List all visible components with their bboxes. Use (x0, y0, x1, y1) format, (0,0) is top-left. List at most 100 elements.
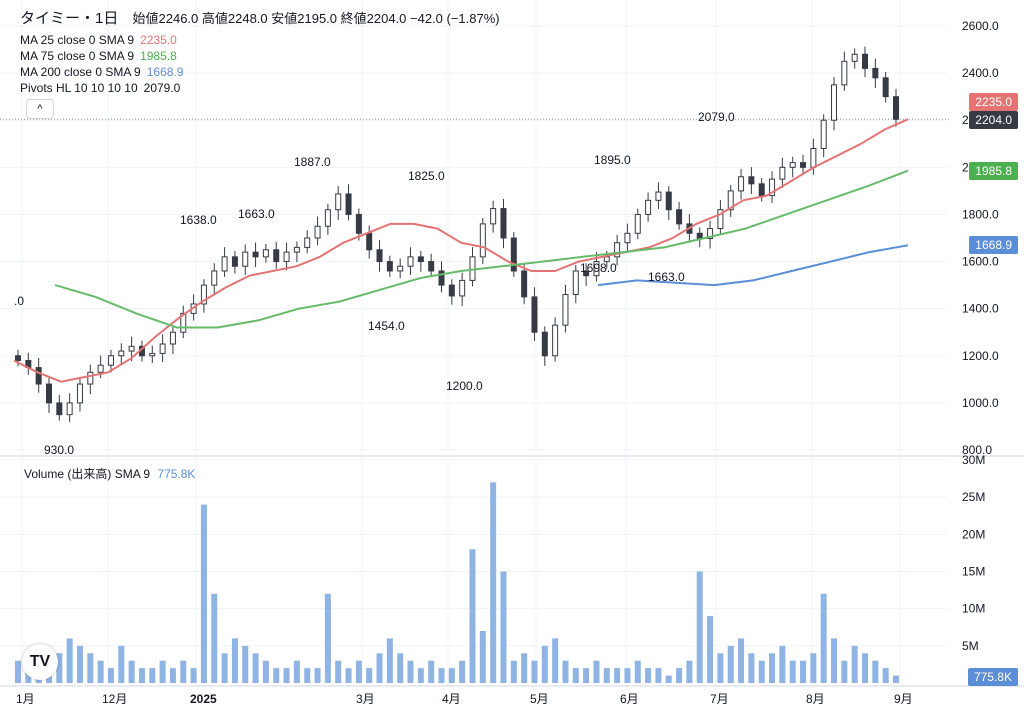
legend-pivots-label: Pivots HL 10 10 10 10 (20, 81, 138, 95)
candle-up (490, 208, 497, 225)
candle-up (283, 251, 290, 263)
pivot-label: 1663.0 (238, 207, 275, 221)
volume-bar (469, 549, 476, 683)
volume-legend: Volume (出来高) SMA 9 775.8K (24, 465, 195, 482)
time-axis-label: 2025 (190, 692, 217, 706)
volume-bar (676, 668, 683, 683)
volume-bar (893, 675, 899, 683)
volume-bar (862, 653, 869, 683)
candle-down (15, 355, 21, 361)
price-tick-label: 1200.0 (962, 349, 999, 363)
volume-bar (583, 668, 590, 683)
volume-bar (748, 653, 755, 683)
price-tick-label: 2600.0 (962, 19, 999, 33)
candle-up (324, 209, 331, 227)
candle-down (521, 270, 528, 298)
volume-bar (851, 645, 858, 683)
legend-ma25-value: 2235.0 (140, 33, 177, 47)
volume-bar (531, 660, 538, 683)
volume-bar (15, 660, 21, 683)
candle-up (841, 60, 848, 86)
volume-bar (645, 668, 652, 683)
candle-up (738, 176, 745, 192)
volume-bar (169, 668, 176, 683)
volume-bar (138, 668, 145, 683)
legend-ma25-label: MA 25 close 0 SMA 9 (20, 33, 135, 47)
candle-up (459, 279, 466, 297)
candle-up (118, 350, 125, 357)
volume-bar (614, 668, 621, 683)
volume-bar (293, 660, 300, 683)
volume-bar (490, 482, 497, 683)
pivot-label: 1200.0 (446, 379, 483, 393)
candle-up (149, 352, 156, 357)
volume-bar (882, 668, 889, 683)
candle-down (882, 77, 889, 98)
ma25-line (13, 118, 909, 383)
collapse-legend-button[interactable]: ^ (26, 99, 54, 119)
pivot-label: 2079.0 (698, 110, 735, 124)
candle-up (128, 345, 135, 352)
volume-badge: 775.8K (967, 668, 1018, 686)
candle-down (231, 256, 238, 267)
volume-bar (200, 504, 207, 683)
volume-bar (707, 616, 714, 683)
candle-up (645, 199, 652, 215)
volume-tick-label: 20M (962, 527, 985, 541)
candle-down (35, 367, 42, 385)
pivot-label: 1825.0 (408, 169, 445, 183)
volume-bar (107, 668, 114, 683)
candle-up (407, 256, 414, 267)
volume-bar (407, 660, 414, 683)
volume-bar (180, 660, 187, 683)
tradingview-logo-icon[interactable]: TV (22, 644, 58, 680)
volume-bar (572, 668, 579, 683)
legend-ma75[interactable]: MA 75 close 0 SMA 9 1985.8 (20, 48, 500, 64)
volume-bar (758, 660, 765, 683)
candle-up (707, 228, 714, 239)
candle-down (56, 402, 63, 416)
legend-ma25[interactable]: MA 25 close 0 SMA 9 2235.0 (20, 32, 500, 48)
volume-tick-label: 10M (962, 602, 985, 616)
volume-bar (128, 660, 135, 683)
candle-up (87, 371, 94, 385)
volume-bar (231, 638, 238, 683)
volume-bar (428, 660, 435, 683)
volume-bar (779, 645, 786, 683)
ma75-line (54, 169, 909, 329)
time-axis-label: 12月 (102, 692, 127, 706)
legend-ma200[interactable]: MA 200 close 0 SMA 9 1668.9 (20, 64, 500, 80)
candle-up (727, 190, 734, 211)
candle-down (376, 249, 383, 263)
volume-bar (87, 653, 94, 683)
price-tick-label: 1400.0 (962, 302, 999, 316)
candle-up (221, 256, 228, 272)
volume-bar (314, 668, 321, 683)
candle-up (314, 225, 321, 239)
candle-down (748, 176, 755, 185)
volume-bar (397, 653, 404, 683)
candle-down (366, 232, 373, 251)
symbol-title[interactable]: タイミー・1日 (20, 10, 119, 27)
volume-bar (159, 660, 166, 683)
candle-up (552, 324, 559, 357)
candle-down (872, 67, 879, 79)
volume-tick-label: 30M (962, 453, 985, 467)
price-tick-label: 1600.0 (962, 255, 999, 269)
volume-legend-sma: SMA 9 (114, 467, 151, 481)
volume-bar (66, 638, 73, 683)
candle-up (614, 242, 621, 258)
volume-bar (221, 653, 228, 683)
volume-bar (417, 668, 424, 683)
candle-down (252, 251, 259, 258)
candle-up (397, 265, 404, 272)
volume-bar (541, 645, 548, 683)
volume-bar (242, 645, 249, 683)
legend-pivots[interactable]: Pivots HL 10 10 10 10 2079.0 (20, 80, 500, 96)
volume-bar (190, 668, 197, 683)
price-tick-label: 1000.0 (962, 396, 999, 410)
candle-up (624, 232, 631, 244)
volume-bar (810, 653, 817, 683)
candle-down (273, 249, 280, 263)
